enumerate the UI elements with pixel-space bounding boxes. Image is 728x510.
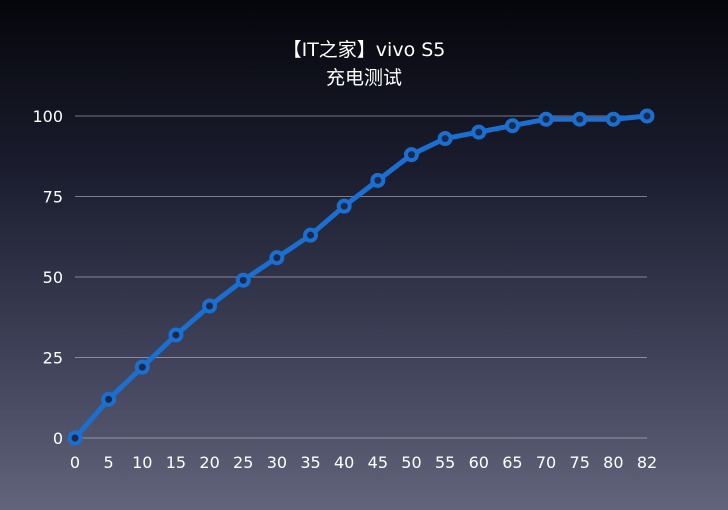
y-tick-label: 25 bbox=[43, 349, 63, 368]
y-tick-label: 75 bbox=[43, 188, 63, 207]
x-tick-label: 10 bbox=[132, 453, 152, 472]
x-tick-label: 45 bbox=[368, 453, 388, 472]
x-tick-label: 15 bbox=[166, 453, 186, 472]
data-point bbox=[303, 227, 319, 243]
x-tick-label: 65 bbox=[502, 453, 522, 472]
data-point bbox=[471, 124, 487, 140]
x-tick-label: 25 bbox=[233, 453, 253, 472]
y-tick-label: 0 bbox=[53, 429, 63, 448]
x-tick-label: 82 bbox=[637, 453, 657, 472]
x-tick-label: 80 bbox=[603, 453, 623, 472]
data-point bbox=[235, 272, 251, 288]
x-tick-label: 35 bbox=[300, 453, 320, 472]
x-tick-label: 60 bbox=[469, 453, 489, 472]
data-point bbox=[605, 111, 621, 127]
x-tick-label: 0 bbox=[70, 453, 80, 472]
data-point bbox=[168, 327, 184, 343]
x-tick-label: 50 bbox=[401, 453, 421, 472]
data-point bbox=[504, 118, 520, 134]
title: 【IT之家】vivo S5 bbox=[282, 39, 446, 61]
data-point bbox=[538, 111, 554, 127]
data-point bbox=[336, 198, 352, 214]
y-tick-label: 50 bbox=[43, 268, 63, 287]
data-point bbox=[403, 147, 419, 163]
data-point bbox=[101, 391, 117, 407]
data-point bbox=[639, 108, 655, 124]
data-point bbox=[572, 111, 588, 127]
x-tick-label: 30 bbox=[267, 453, 287, 472]
data-point bbox=[202, 298, 218, 314]
data-point bbox=[269, 250, 285, 266]
data-point bbox=[437, 131, 453, 147]
y-tick-label: 100 bbox=[32, 107, 63, 126]
x-tick-label: 40 bbox=[334, 453, 354, 472]
subtitle: 充电测试 bbox=[325, 67, 402, 89]
x-tick-label: 75 bbox=[570, 453, 590, 472]
data-point bbox=[67, 430, 83, 446]
x-tick-label: 55 bbox=[435, 453, 455, 472]
x-tick-label: 20 bbox=[199, 453, 219, 472]
x-tick-label: 70 bbox=[536, 453, 556, 472]
data-point bbox=[134, 359, 150, 375]
data-point bbox=[370, 172, 386, 188]
x-tick-label: 5 bbox=[104, 453, 114, 472]
chart-title: 【IT之家】vivo S5 充电测试 bbox=[0, 36, 728, 92]
